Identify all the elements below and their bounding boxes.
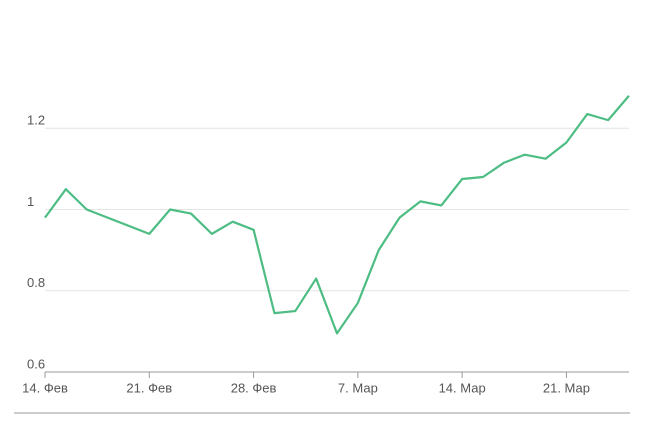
x-tick-label: 21. Мар: [543, 380, 590, 395]
x-tick-label: 28. Фев: [231, 380, 277, 395]
y-tick-label: 1.2: [27, 113, 45, 128]
x-tick-label: 21. Фев: [126, 380, 172, 395]
y-tick-label: 1: [27, 194, 34, 209]
x-tick-label: 14. Фев: [22, 380, 68, 395]
y-tick-label: 0.8: [27, 275, 45, 290]
x-tick-label: 14. Мар: [439, 380, 486, 395]
x-tick-label: 7. Мар: [338, 380, 378, 395]
line-series: [44, 95, 630, 335]
y-tick-label: 0.6: [27, 356, 45, 371]
